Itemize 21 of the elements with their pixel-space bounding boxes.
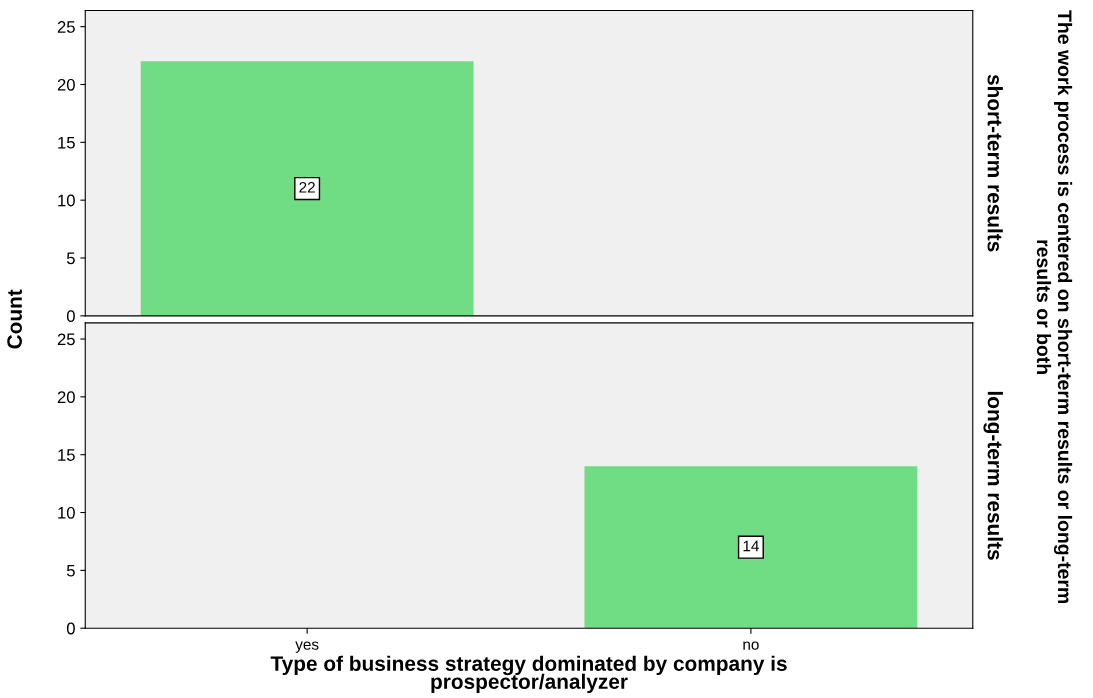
y-axis-title: Count <box>7 289 22 349</box>
data-label: 14 <box>743 540 759 552</box>
y-tick-label: 15 <box>58 136 75 149</box>
data-label: 22 <box>299 181 315 193</box>
y-tick-label: 5 <box>66 564 75 577</box>
y-tick-label: 20 <box>57 391 75 404</box>
x-tick-label: no <box>743 641 759 650</box>
y-tick-label: 20 <box>57 78 75 91</box>
text: The work process is centered on short-term results or long-term results or both <box>1036 10 1073 604</box>
y-tick-label: 5 <box>66 252 75 265</box>
x-tick-label: yes <box>295 641 319 653</box>
y2-axis-title: short-term results <box>987 74 1003 252</box>
y-tick-label: 10 <box>58 506 75 519</box>
y-tick-label: 25 <box>57 333 75 346</box>
y2-axis-title: long-term results <box>983 391 1003 560</box>
y-tick-label: 25 <box>57 21 75 33</box>
y-tick-label: 0 <box>66 310 75 323</box>
y-tick-label: 15 <box>58 449 75 461</box>
x-axis-title: Type of business strategy dominated by company is prospector/analyzer <box>270 655 787 694</box>
y-tick-label: 0 <box>66 622 75 635</box>
y-tick-label: 10 <box>58 194 75 207</box>
